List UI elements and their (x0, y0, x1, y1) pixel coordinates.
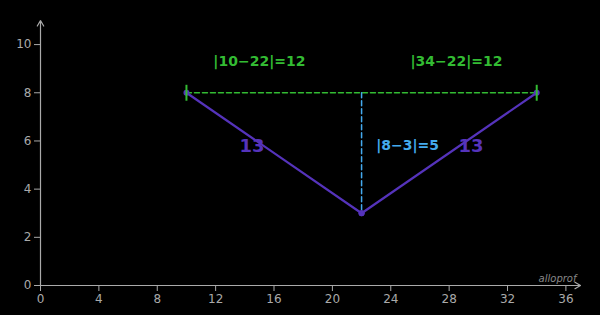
svg-text:4: 4 (95, 292, 103, 306)
svg-text:32: 32 (500, 292, 515, 306)
svg-text:28: 28 (442, 292, 457, 306)
svg-text:10: 10 (16, 37, 31, 51)
svg-text:|10−22|=12: |10−22|=12 (213, 53, 305, 70)
svg-text:alloprof: alloprof (539, 273, 578, 284)
svg-text:0: 0 (24, 278, 32, 292)
svg-text:4: 4 (24, 182, 32, 196)
svg-text:|8−3|=5: |8−3|=5 (376, 137, 439, 154)
svg-text:12: 12 (208, 292, 223, 306)
svg-text:16: 16 (266, 292, 281, 306)
svg-text:6: 6 (24, 134, 32, 148)
svg-text:8: 8 (153, 292, 161, 306)
svg-text:36: 36 (558, 292, 573, 306)
svg-text:24: 24 (383, 292, 398, 306)
svg-text:13: 13 (459, 135, 484, 156)
svg-text:2: 2 (24, 230, 32, 244)
svg-text:20: 20 (325, 292, 340, 306)
svg-text:0: 0 (37, 292, 45, 306)
svg-text:|34−22|=12: |34−22|=12 (410, 53, 502, 70)
svg-text:13: 13 (240, 135, 265, 156)
svg-text:8: 8 (24, 86, 32, 100)
